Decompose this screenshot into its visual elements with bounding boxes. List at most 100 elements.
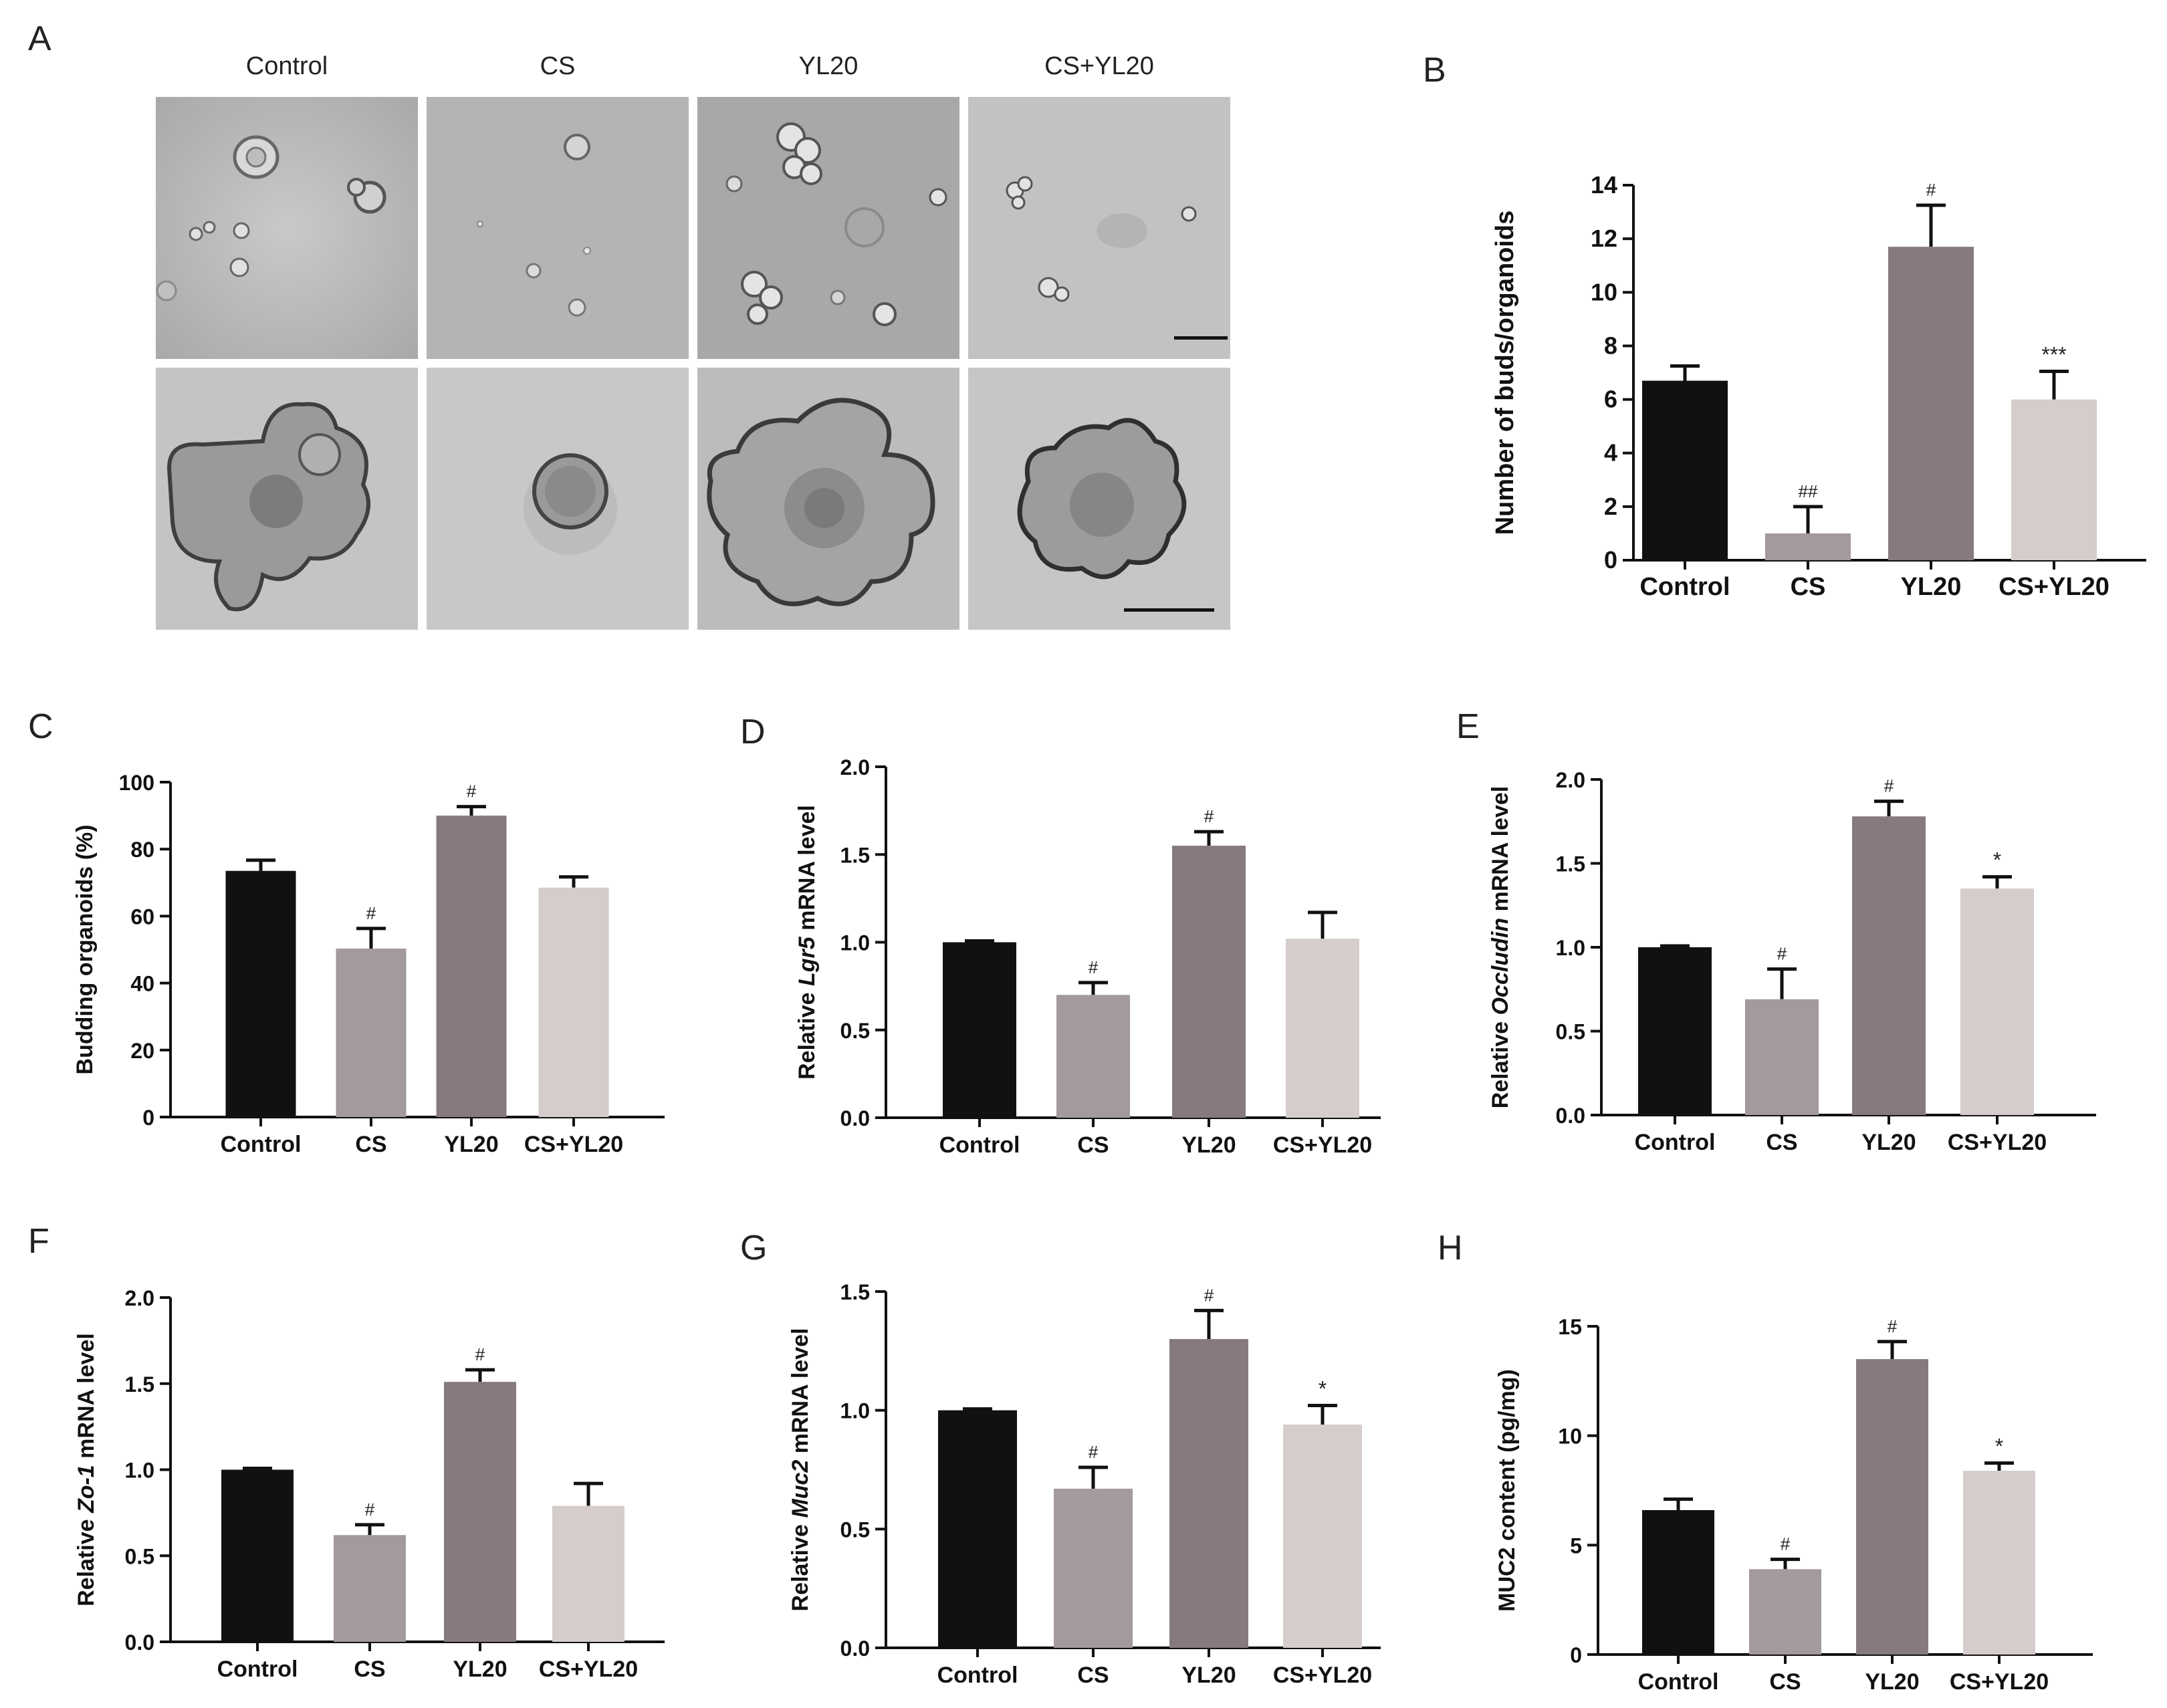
bar-control [221, 1469, 294, 1642]
x-category-label-cs: CS [354, 1657, 385, 1682]
y-tick-label: 1.5 [1556, 852, 1585, 876]
y-axis-label-part: mRNA level [74, 1333, 99, 1465]
y-tick-label: 0.5 [1556, 1020, 1585, 1044]
y-tick-label: 0 [142, 1106, 154, 1130]
y-axis-label-gene: Zo-1 [74, 1465, 99, 1513]
y-axis-label-part: Relative [74, 1513, 99, 1606]
panel-letter-h: H [1438, 1229, 1463, 1267]
y-tick-label: 5 [1570, 1534, 1582, 1558]
bar-cs-yl20 [1286, 939, 1359, 1118]
bar-yl20 [1856, 1359, 1928, 1655]
y-axis-label-part: Relative [788, 1518, 813, 1612]
x-category-label-yl20: YL20 [1865, 1669, 1919, 1695]
x-category-label-cs: CS [1077, 1663, 1109, 1688]
y-tick-label: 0.0 [840, 1636, 870, 1661]
bar-control [225, 870, 296, 1117]
x-category-label-cs: CS [1791, 573, 1826, 601]
significance-annotation: # [1888, 1316, 1898, 1336]
chart-f: F 0.0 0.5 1.0 1.5 2.0 Control # CS # YL20 CS+YL20 Re… [28, 1222, 665, 1682]
x-category-label-control: Control [937, 1663, 1018, 1688]
y-tick-label: 0.5 [840, 1517, 870, 1542]
y-tick-label: 8 [1604, 332, 1617, 359]
x-category-label-yl20: YL20 [1901, 573, 1962, 601]
bar-control [1638, 947, 1712, 1115]
panel-letter-b: B [1423, 51, 1446, 90]
x-category-label-yl20: YL20 [444, 1132, 498, 1157]
y-axis-label: Relative Lgr5 mRNA level [794, 805, 820, 1080]
y-tick-label: 15 [1558, 1315, 1582, 1339]
x-category-label-control: Control [217, 1657, 298, 1682]
x-category-label-control: Control [221, 1132, 302, 1157]
micrograph-cs-yl20-high-mag [968, 368, 1230, 630]
y-tick-label: 60 [130, 904, 154, 929]
significance-annotation: # [467, 781, 477, 802]
significance-annotation: # [1777, 944, 1787, 964]
y-tick-label: 2.0 [1556, 768, 1585, 792]
bar-cs-yl20 [552, 1505, 624, 1642]
panel-a-letter: A [28, 19, 51, 58]
significance-annotation: # [366, 903, 376, 923]
x-category-label-control: Control [1638, 1669, 1719, 1695]
y-tick-label: 1.0 [125, 1459, 154, 1483]
micrograph-cs-yl20-low-mag [968, 97, 1230, 359]
chart-b: B 0 2 4 6 8 10 12 14 Control ## CS # YL20 *** CS+YL20 Nu… [1423, 51, 2146, 601]
significance-annotation: # [1884, 776, 1894, 796]
y-axis-label: Budding organoids (%) [72, 825, 98, 1075]
y-tick-label: 10 [1591, 278, 1617, 306]
bar-yl20 [1888, 247, 1974, 560]
bar-cs-yl20 [2011, 399, 2097, 560]
y-axis-label: Relative Occludin mRNA level [1488, 786, 1513, 1108]
x-category-label-cs-yl20: CS+YL20 [1273, 1132, 1372, 1158]
y-tick-label: 1.5 [840, 1280, 870, 1304]
x-category-label-cs: CS [1077, 1132, 1109, 1158]
y-tick-label: 2.0 [125, 1286, 154, 1310]
micrograph-cs-high-mag [427, 368, 689, 630]
y-axis-label-part: mRNA level [788, 1328, 813, 1460]
bar-control [943, 942, 1016, 1118]
x-category-label-cs: CS [1766, 1130, 1797, 1155]
bar-cs [1745, 999, 1819, 1115]
significance-annotation: # [1204, 1285, 1214, 1305]
y-tick-label: 1.0 [1556, 936, 1585, 960]
x-category-label-cs: CS [1769, 1669, 1801, 1695]
y-tick-label: 0.0 [840, 1106, 870, 1130]
significance-annotation: # [1781, 1534, 1791, 1554]
y-tick-label: 0.0 [1556, 1104, 1585, 1128]
y-axis-label-gene: Lgr5 [794, 936, 820, 986]
y-tick-label: 0.5 [125, 1544, 154, 1568]
y-tick-label: 0 [1604, 546, 1617, 574]
bar-yl20 [1172, 846, 1246, 1118]
significance-annotation: # [365, 1499, 375, 1519]
micrograph-control-low-mag [156, 97, 418, 359]
micro-column-label-cs: CS [540, 52, 576, 80]
bar-cs [1765, 533, 1851, 560]
bar-cs-yl20 [1963, 1471, 2035, 1655]
x-category-label-yl20: YL20 [1181, 1663, 1236, 1688]
y-tick-label: 100 [119, 771, 154, 795]
micrograph-cs-low-mag [427, 97, 689, 359]
y-tick-label: 2 [1604, 493, 1617, 520]
chart-e: E 0.0 0.5 1.0 1.5 2.0 Control # CS # YL20 * CS+YL20 R… [1456, 707, 2096, 1155]
significance-annotation: * [1995, 1435, 2003, 1459]
bar-cs-yl20 [1960, 888, 2034, 1115]
significance-annotation: # [1089, 1442, 1099, 1462]
chart-c: C 0 20 40 60 80 100 Control # CS # YL20 CS+YL20 Buddi… [28, 707, 665, 1157]
y-tick-label: 1.0 [840, 1399, 870, 1423]
x-category-label-yl20: YL20 [453, 1657, 507, 1682]
y-axis-label: Relative Zo-1 mRNA level [74, 1333, 99, 1606]
y-tick-label: 40 [130, 972, 154, 996]
bar-control [938, 1410, 1017, 1648]
micro-column-label-yl20: YL20 [798, 52, 859, 80]
bar-control [1642, 380, 1728, 560]
significance-annotation: # [1204, 806, 1214, 826]
significance-annotation: *** [2041, 342, 2066, 366]
y-axis-label: Relative Muc2 mRNA level [788, 1328, 813, 1612]
panel-letter-d: D [740, 713, 766, 751]
x-category-label-cs-yl20: CS+YL20 [1950, 1669, 2049, 1695]
panel-letter-c: C [28, 707, 53, 746]
panel-letter-e: E [1456, 707, 1480, 746]
bar-yl20 [436, 816, 507, 1117]
bar-cs [1056, 995, 1130, 1118]
y-tick-label: 14 [1591, 171, 1617, 199]
